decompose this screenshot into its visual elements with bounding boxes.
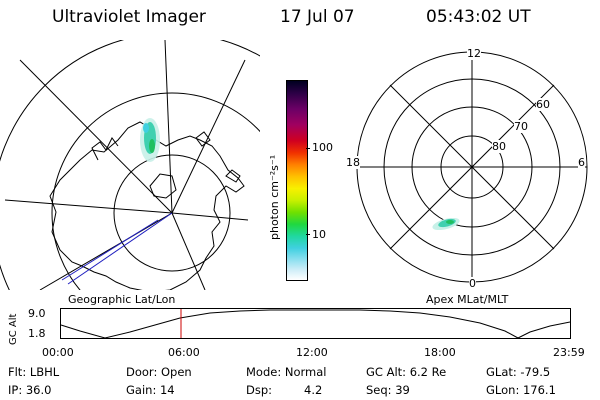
gain-info: Gain: 14 [126, 383, 175, 397]
dsp-label: Dsp: [246, 383, 273, 397]
ice-shelf-coastline [149, 173, 177, 199]
mode-info: Mode: Normal [246, 365, 327, 379]
satellite-track-line [61, 219, 159, 281]
satellite-track-line [67, 212, 173, 285]
colorbar [286, 80, 308, 281]
aurora-emission-left [140, 118, 160, 162]
apex-polar-grid [356, 51, 588, 283]
meridian-line [171, 212, 249, 221]
antarctica-coastline [49, 121, 245, 290]
aurora-emission-right [432, 217, 460, 231]
meridian-line [19, 59, 173, 214]
mlat-label-80: 80 [492, 140, 506, 153]
alt-ytick-min: 1.8 [28, 327, 46, 340]
mlt-label-right: 6 [578, 156, 585, 169]
mlt-label-bottom: 0 [469, 277, 476, 290]
alt-xtick-1200: 12:00 [296, 346, 328, 359]
mlt-label-top: 12 [467, 47, 481, 60]
seq-info: Seq: 39 [366, 383, 410, 397]
mlat-label-60: 60 [536, 98, 550, 111]
meridian-line [164, 40, 173, 214]
instrument-title: Ultraviolet Imager [52, 7, 206, 27]
alt-xtick-0000: 00:00 [42, 346, 74, 359]
colorbar-tick-10: 10 [312, 228, 326, 241]
geographic-map [0, 40, 260, 290]
colorbar-unit-label: photon cm⁻²s⁻¹ [268, 154, 281, 240]
alt-plot-ylabel: GC Alt [8, 313, 19, 345]
altitude-plot-frame [60, 308, 571, 339]
alt-xtick-1800: 18:00 [424, 346, 456, 359]
mlt-diagonal [389, 84, 555, 250]
glon-info: GLon: 176.1 [486, 383, 556, 397]
colorbar-tick [306, 234, 310, 235]
altitude-curve [60, 309, 571, 339]
door-info: Door: Open [126, 365, 192, 379]
alt-xtick-2359: 23:59 [553, 346, 585, 359]
alt-ytick-max: 9.0 [28, 307, 46, 320]
meridian-line [4, 199, 173, 214]
gc-alt-info: GC Alt: 6.2 Re [366, 365, 447, 379]
lat-circle-inner [113, 154, 231, 272]
time-label: 05:43:02 UT [426, 7, 531, 27]
date-label: 17 Jul 07 [280, 7, 355, 27]
dsp-value: 4.2 [304, 383, 323, 397]
peninsula-coastline [91, 137, 119, 161]
mlat-label-70: 70 [514, 120, 528, 133]
ip-info: IP: 36.0 [8, 383, 52, 397]
glat-info: GLat: -79.5 [486, 365, 551, 379]
altitude-plot [60, 308, 571, 339]
meridian-line [171, 59, 246, 214]
alt-xtick-0600: 06:00 [168, 346, 200, 359]
filter-info: Flt: LBHL [8, 365, 60, 379]
colorbar-tick-100: 100 [312, 141, 333, 154]
mlt-label-left: 18 [346, 156, 360, 169]
island-coastline [195, 131, 211, 147]
right-panel-label: Apex MLat/MLT [426, 293, 509, 306]
meridian-line [39, 212, 173, 290]
lat-circle-mid [51, 92, 260, 290]
colorbar-tick [306, 148, 310, 149]
left-panel-label: Geographic Lat/Lon [68, 293, 176, 306]
island-coastline [225, 169, 241, 183]
meridian-line [171, 212, 206, 290]
